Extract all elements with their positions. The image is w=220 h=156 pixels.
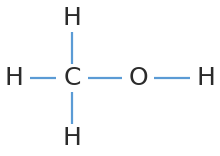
Text: H: H	[62, 126, 81, 150]
Text: C: C	[63, 66, 81, 90]
Text: H: H	[5, 66, 24, 90]
Text: H: H	[196, 66, 215, 90]
Text: H: H	[62, 6, 81, 30]
Text: O: O	[128, 66, 148, 90]
